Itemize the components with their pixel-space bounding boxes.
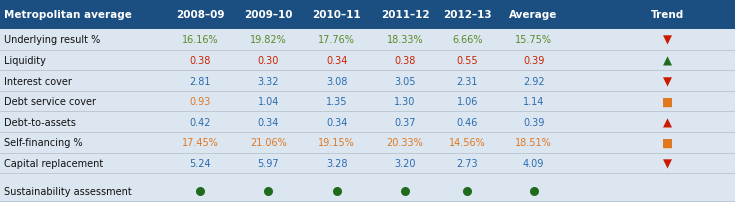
Text: 0.34: 0.34 (257, 117, 279, 127)
Text: 4.09: 4.09 (523, 158, 545, 168)
Text: 18.51%: 18.51% (515, 138, 552, 147)
Text: 17.45%: 17.45% (182, 138, 218, 147)
Text: 2.31: 2.31 (456, 76, 478, 86)
Text: Sustainability assessment: Sustainability assessment (4, 186, 132, 196)
Text: 18.33%: 18.33% (387, 35, 423, 45)
Text: 2010–11: 2010–11 (312, 10, 361, 20)
FancyBboxPatch shape (0, 0, 735, 30)
Text: 1.06: 1.06 (456, 97, 478, 107)
Text: Interest cover: Interest cover (4, 76, 71, 86)
Text: 0.34: 0.34 (326, 56, 348, 66)
Text: 3.32: 3.32 (257, 76, 279, 86)
Text: 2.81: 2.81 (189, 76, 211, 86)
Text: 1.14: 1.14 (523, 97, 545, 107)
Text: 0.42: 0.42 (189, 117, 211, 127)
Text: Underlying result %: Underlying result % (4, 35, 100, 45)
Text: Metropolitan average: Metropolitan average (4, 10, 132, 20)
Text: 3.20: 3.20 (394, 158, 416, 168)
Text: 3.05: 3.05 (394, 76, 416, 86)
Text: Debt-to-assets: Debt-to-assets (4, 117, 76, 127)
Text: Debt service cover: Debt service cover (4, 97, 96, 107)
Text: ▲: ▲ (663, 116, 672, 128)
Text: 2009–10: 2009–10 (244, 10, 293, 20)
Text: 2008–09: 2008–09 (176, 10, 224, 20)
Text: ▲: ▲ (663, 54, 672, 67)
Text: ■: ■ (662, 95, 673, 108)
Text: 1.04: 1.04 (257, 97, 279, 107)
Text: 0.55: 0.55 (456, 56, 478, 66)
Text: 0.46: 0.46 (456, 117, 478, 127)
Text: 17.76%: 17.76% (318, 35, 355, 45)
Text: 5.97: 5.97 (257, 158, 279, 168)
Text: 3.28: 3.28 (326, 158, 348, 168)
Text: ■: ■ (662, 136, 673, 149)
Text: 20.33%: 20.33% (387, 138, 423, 147)
Text: ▼: ▼ (663, 75, 672, 88)
Text: Average: Average (509, 10, 558, 20)
Text: 2011–12: 2011–12 (381, 10, 429, 20)
Text: 0.30: 0.30 (257, 56, 279, 66)
Text: 5.24: 5.24 (189, 158, 211, 168)
Text: 19.82%: 19.82% (250, 35, 287, 45)
Text: 19.15%: 19.15% (318, 138, 355, 147)
Text: 0.39: 0.39 (523, 117, 545, 127)
Text: ▼: ▼ (663, 34, 672, 47)
Text: Capital replacement: Capital replacement (4, 158, 103, 168)
Text: ▼: ▼ (663, 157, 672, 169)
Text: 0.34: 0.34 (326, 117, 348, 127)
Text: 14.56%: 14.56% (449, 138, 486, 147)
Text: 0.38: 0.38 (394, 56, 416, 66)
Text: 0.39: 0.39 (523, 56, 545, 66)
Text: Liquidity: Liquidity (4, 56, 46, 66)
Text: 1.30: 1.30 (394, 97, 416, 107)
Text: 16.16%: 16.16% (182, 35, 218, 45)
Text: 6.66%: 6.66% (452, 35, 483, 45)
Text: 15.75%: 15.75% (515, 35, 552, 45)
Text: Trend: Trend (650, 10, 684, 20)
Text: 2012–13: 2012–13 (443, 10, 492, 20)
Text: 2.73: 2.73 (456, 158, 478, 168)
Text: 2.92: 2.92 (523, 76, 545, 86)
Text: Self-financing %: Self-financing % (4, 138, 82, 147)
Text: 0.38: 0.38 (189, 56, 211, 66)
Text: 21.06%: 21.06% (250, 138, 287, 147)
Text: 0.37: 0.37 (394, 117, 416, 127)
Text: 1.35: 1.35 (326, 97, 348, 107)
Text: 3.08: 3.08 (326, 76, 348, 86)
Text: 0.93: 0.93 (189, 97, 211, 107)
